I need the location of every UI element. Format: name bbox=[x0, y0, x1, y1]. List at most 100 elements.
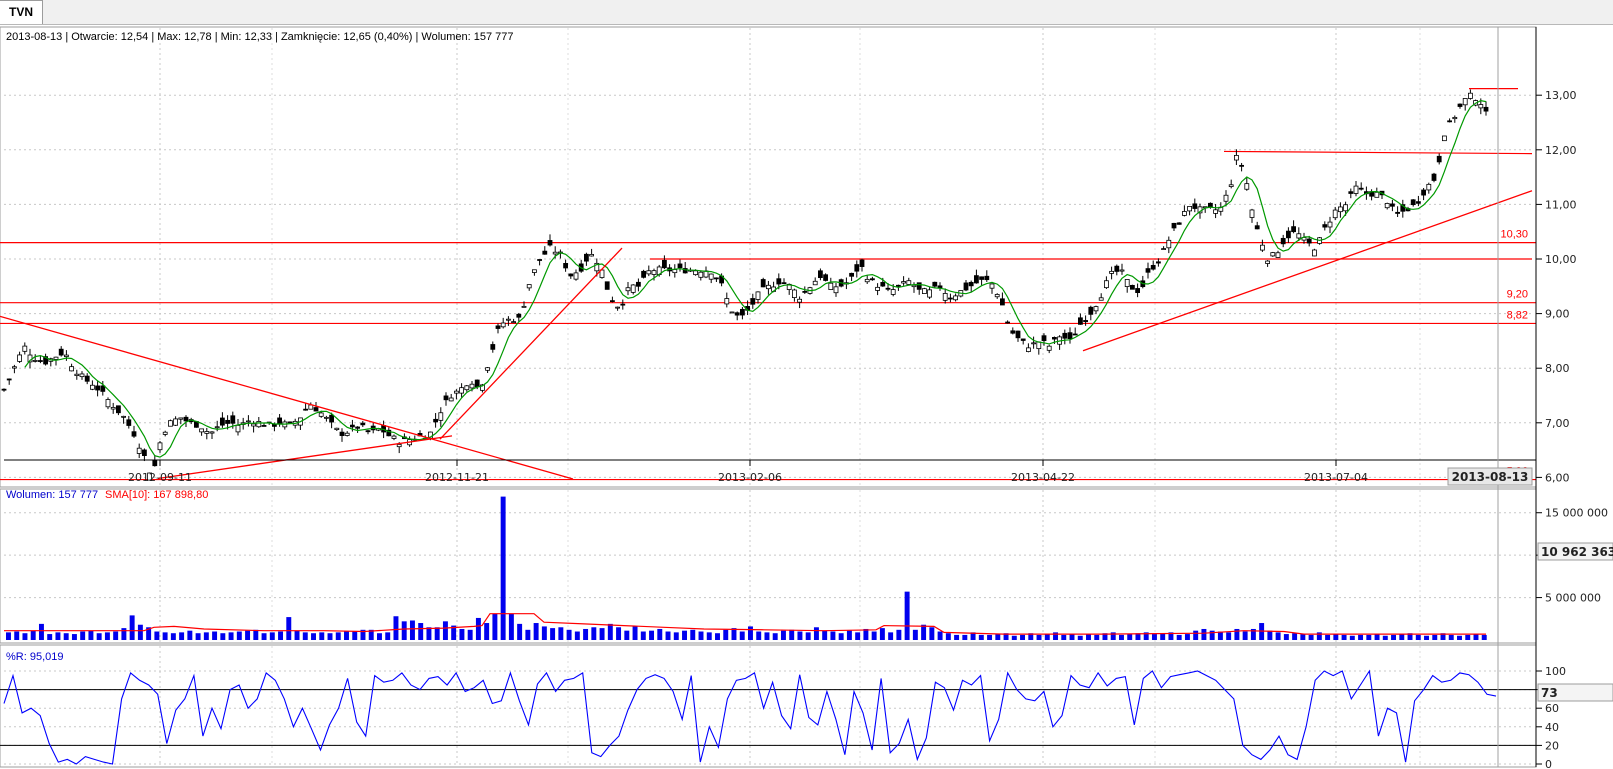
candle-body bbox=[178, 417, 184, 420]
candle-body bbox=[1374, 191, 1380, 198]
candle-body bbox=[620, 303, 626, 306]
candle-body bbox=[1015, 330, 1021, 339]
volume-bar bbox=[179, 632, 185, 640]
volume-bar bbox=[269, 632, 275, 640]
candle-body bbox=[438, 412, 444, 421]
volume-bar bbox=[1481, 634, 1487, 640]
candle-body bbox=[433, 418, 439, 423]
volume-bar bbox=[319, 632, 325, 640]
candle-body bbox=[1442, 135, 1447, 142]
candle-body bbox=[968, 281, 974, 287]
candle-body bbox=[1026, 347, 1031, 352]
candle-body bbox=[1192, 203, 1198, 209]
candle-body bbox=[1, 388, 7, 391]
trend-lines bbox=[0, 190, 1533, 480]
candle-body bbox=[984, 275, 990, 281]
candle-body bbox=[100, 385, 106, 392]
candle-body bbox=[17, 354, 23, 362]
candle-body bbox=[1156, 261, 1161, 264]
volume-bars bbox=[4, 496, 1487, 640]
volume-bar bbox=[146, 627, 152, 640]
candle-body bbox=[360, 422, 366, 426]
volume-bar bbox=[1448, 634, 1454, 640]
candle-body bbox=[1416, 201, 1421, 204]
volume-bar bbox=[962, 634, 968, 640]
candle-body bbox=[942, 293, 948, 301]
candle-body bbox=[1161, 248, 1166, 250]
volume-bar bbox=[830, 631, 836, 640]
trend-line bbox=[1082, 190, 1533, 352]
wr-tick-label: 40 bbox=[1545, 721, 1559, 734]
candle-body bbox=[74, 373, 80, 376]
volume-bar bbox=[30, 630, 36, 640]
level-label: 9,20 bbox=[1507, 289, 1528, 301]
cursor-date-box bbox=[1447, 467, 1533, 486]
volume-bar bbox=[1415, 634, 1421, 640]
candle-body bbox=[1390, 203, 1395, 207]
candle-body bbox=[1254, 225, 1260, 230]
volume-bar bbox=[624, 630, 630, 640]
candle-body bbox=[162, 431, 168, 435]
candle-body bbox=[396, 444, 402, 448]
candle-body bbox=[1270, 252, 1276, 257]
candle-body bbox=[38, 360, 43, 362]
candle-body bbox=[885, 287, 891, 290]
candle-body bbox=[11, 366, 17, 369]
candle-body bbox=[1098, 297, 1104, 301]
volume-bar bbox=[1061, 634, 1067, 640]
tab-tvn[interactable]: TVN bbox=[0, 0, 43, 24]
volume-bar bbox=[484, 623, 490, 640]
candle-body bbox=[131, 431, 137, 437]
volume-bar bbox=[154, 631, 160, 640]
volume-bar bbox=[682, 630, 687, 640]
candle-body bbox=[781, 282, 787, 285]
candle-body bbox=[490, 344, 496, 350]
volume-bar bbox=[1391, 634, 1397, 640]
volume-bar bbox=[1011, 635, 1017, 640]
x-tick-label: 2012-09-11 bbox=[128, 471, 192, 484]
candle-body bbox=[365, 430, 371, 433]
candle-body bbox=[256, 421, 262, 428]
candle-body bbox=[870, 278, 875, 281]
candle-body bbox=[1010, 330, 1016, 334]
candle-body bbox=[1093, 306, 1099, 312]
volume-bar bbox=[945, 633, 951, 640]
candle-body bbox=[443, 395, 449, 401]
volume-bar bbox=[1086, 634, 1091, 640]
candle-body bbox=[516, 313, 522, 318]
volume-bar bbox=[879, 628, 885, 640]
candle-body bbox=[355, 426, 361, 429]
volume-bar bbox=[1308, 634, 1314, 640]
candle-body bbox=[776, 278, 782, 285]
candle-body bbox=[334, 427, 340, 430]
trend-line bbox=[0, 315, 574, 480]
volume-bar bbox=[96, 633, 102, 640]
candle-body bbox=[625, 287, 631, 292]
volume-bar bbox=[649, 630, 655, 640]
volume-bar bbox=[871, 631, 877, 640]
candle-body bbox=[1478, 104, 1484, 109]
volume-bar bbox=[1242, 631, 1248, 640]
volume-bar bbox=[1267, 630, 1273, 640]
candle-body bbox=[594, 262, 600, 272]
candle-body bbox=[823, 274, 828, 281]
candle-body bbox=[989, 283, 995, 289]
candle-body bbox=[1052, 337, 1057, 340]
wr-tick-label: 20 bbox=[1545, 739, 1559, 752]
candle-body bbox=[1223, 194, 1229, 202]
candle-body bbox=[1452, 116, 1458, 120]
volume-bar bbox=[1440, 633, 1446, 640]
candle-body bbox=[521, 305, 527, 308]
volume-bar bbox=[187, 630, 193, 640]
candle-body bbox=[1410, 199, 1416, 206]
volume-bar bbox=[756, 631, 762, 640]
volume-bar bbox=[1160, 633, 1166, 640]
volume-bar bbox=[1135, 633, 1141, 640]
candle-body bbox=[854, 264, 860, 272]
y-tick-label: 8,00 bbox=[1545, 362, 1570, 375]
price-panel bbox=[0, 26, 1537, 488]
volume-bar bbox=[855, 632, 861, 640]
candle-body bbox=[1286, 230, 1291, 239]
volume-bar bbox=[1168, 632, 1174, 640]
